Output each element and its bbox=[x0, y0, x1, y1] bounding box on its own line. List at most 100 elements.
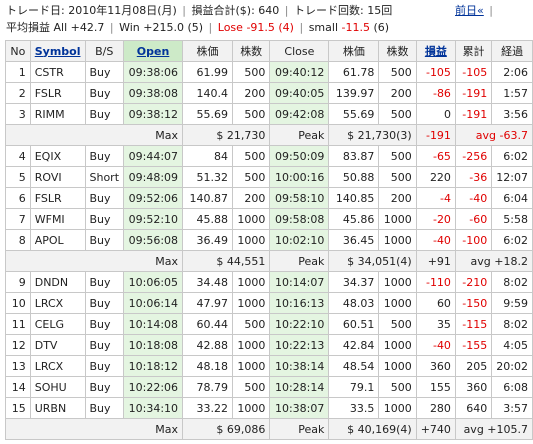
side-cell: Buy bbox=[84, 397, 125, 419]
open-shares-cell: 1000 bbox=[231, 397, 271, 419]
pl-cell: 220 bbox=[415, 166, 456, 188]
open-shares-cell: 1000 bbox=[231, 334, 271, 356]
group-summary-row: Max $ 21,730 Peak $ 21,730(3) -191 avg -63.7 bbox=[4, 124, 533, 146]
open-price-cell: 51.32 bbox=[182, 166, 233, 188]
close-shares-cell: 1000 bbox=[378, 334, 417, 356]
trade-table: No Symbol B/S Open 株価 株数 Close 株価 株数 損益 … bbox=[4, 40, 533, 440]
open-shares-cell: 500 bbox=[231, 376, 271, 398]
close-time-cell: 09:58:08 bbox=[269, 208, 330, 230]
table-row: 10 LRCX Buy 10:06:14 47.97 1000 10:16:13 48.03 1… bbox=[5, 292, 533, 314]
row-number: 11 bbox=[5, 313, 31, 335]
open-shares-cell: 500 bbox=[231, 103, 271, 125]
elapsed-cell: 3:57 bbox=[491, 397, 533, 419]
col-bs: B/S bbox=[84, 40, 125, 62]
close-shares-cell: 500 bbox=[378, 313, 417, 335]
cumulative-cell: 360 bbox=[454, 376, 493, 398]
pl-cell: 35 bbox=[415, 313, 456, 335]
col-price-close: 株価 bbox=[328, 40, 380, 62]
pl-cell: -40 bbox=[415, 229, 456, 251]
prev-day-link[interactable]: 前日« bbox=[455, 4, 484, 17]
close-time-cell: 10:16:13 bbox=[269, 292, 330, 314]
row-number: 7 bbox=[5, 208, 31, 230]
open-time-cell: 09:52:06 bbox=[123, 187, 184, 209]
elapsed-cell: 3:56 bbox=[491, 103, 533, 125]
separator: | bbox=[109, 21, 114, 34]
close-shares-cell: 500 bbox=[378, 145, 417, 167]
col-cumulative: 累計 bbox=[454, 40, 493, 62]
elapsed-cell: 12:07 bbox=[491, 166, 533, 188]
col-shares-open: 株数 bbox=[231, 40, 271, 62]
max-label: Max bbox=[4, 250, 184, 272]
max-label: Max bbox=[4, 124, 184, 146]
row-number: 2 bbox=[5, 82, 31, 104]
total-pl-value: 640 bbox=[258, 4, 280, 17]
col-pl-sort[interactable]: 損益 bbox=[415, 40, 456, 62]
pl-cell: -20 bbox=[415, 208, 456, 230]
elapsed-cell: 9:59 bbox=[491, 292, 533, 314]
cumulative-cell: -191 bbox=[454, 103, 493, 125]
pl-cell: 360 bbox=[415, 355, 456, 377]
row-number: 3 bbox=[5, 103, 31, 125]
table-row: 2 FSLR Buy 09:38:08 140.4 200 09:40:05 139.97 20… bbox=[5, 82, 533, 104]
col-no: No bbox=[5, 40, 31, 62]
cumulative-cell: -115 bbox=[454, 313, 493, 335]
cumulative-cell: 205 bbox=[454, 355, 493, 377]
side-cell: Buy bbox=[84, 271, 125, 293]
open-shares-cell: 500 bbox=[231, 145, 271, 167]
cumulative-cell: -40 bbox=[454, 187, 493, 209]
close-shares-cell: 1000 bbox=[378, 229, 417, 251]
close-price-cell: 36.45 bbox=[328, 229, 380, 251]
open-time-cell: 09:44:07 bbox=[123, 145, 184, 167]
open-price-cell: 36.49 bbox=[182, 229, 233, 251]
col-price-open: 株価 bbox=[182, 40, 233, 62]
close-price-cell: 79.1 bbox=[328, 376, 380, 398]
symbol-cell: FSLR bbox=[29, 82, 86, 104]
group-avg: avg +105.7 bbox=[454, 418, 533, 440]
elapsed-cell: 1:57 bbox=[491, 82, 533, 104]
close-price-cell: 33.5 bbox=[328, 397, 380, 419]
elapsed-cell: 8:02 bbox=[491, 271, 533, 293]
pl-cell: -40 bbox=[415, 334, 456, 356]
close-time-cell: 09:40:12 bbox=[269, 61, 330, 83]
separator: | bbox=[208, 21, 213, 34]
group-avg: avg -63.7 bbox=[454, 124, 533, 146]
group-pl: -191 bbox=[415, 124, 456, 146]
max-value: $ 21,730 bbox=[182, 124, 271, 146]
cumulative-cell: -256 bbox=[454, 145, 493, 167]
total-pl-label: 損益合計($): bbox=[191, 4, 259, 17]
col-symbol-sort[interactable]: Symbol bbox=[29, 40, 86, 62]
col-open-sort[interactable]: Open bbox=[123, 40, 184, 62]
close-price-cell: 45.86 bbox=[328, 208, 380, 230]
peak-label: Peak bbox=[269, 418, 330, 440]
close-price-cell: 50.88 bbox=[328, 166, 380, 188]
close-shares-cell: 1000 bbox=[378, 397, 417, 419]
close-time-cell: 10:14:07 bbox=[269, 271, 330, 293]
open-time-cell: 10:22:06 bbox=[123, 376, 184, 398]
col-elapsed: 経過 bbox=[491, 40, 533, 62]
trade-date-value: 2010年11月08日(月) bbox=[68, 4, 177, 17]
row-number: 4 bbox=[5, 145, 31, 167]
close-shares-cell: 1000 bbox=[378, 355, 417, 377]
lose-label: Lose bbox=[217, 21, 243, 34]
elapsed-cell: 6:02 bbox=[491, 145, 533, 167]
summary-line-2: 平均損益 All +42.7 | Win +215.0 (5) | Lose -… bbox=[6, 19, 527, 36]
open-price-cell: 140.87 bbox=[182, 187, 233, 209]
symbol-cell: DNDN bbox=[29, 271, 86, 293]
peak-value: $ 34,051(4) bbox=[328, 250, 417, 272]
open-shares-cell: 1000 bbox=[231, 229, 271, 251]
close-time-cell: 10:28:14 bbox=[269, 376, 330, 398]
trade-date-label: トレード日: bbox=[6, 4, 69, 17]
open-shares-cell: 1000 bbox=[231, 292, 271, 314]
symbol-cell: RIMM bbox=[29, 103, 86, 125]
table-row: 4 EQIX Buy 09:44:07 84 500 09:50:09 83.87 500 -65… bbox=[5, 145, 533, 167]
pl-cell: -86 bbox=[415, 82, 456, 104]
row-number: 1 bbox=[5, 61, 31, 83]
prev-day-nav: 前日« | bbox=[455, 2, 495, 19]
open-price-cell: 61.99 bbox=[182, 61, 233, 83]
close-price-cell: 83.87 bbox=[328, 145, 380, 167]
open-time-cell: 10:18:12 bbox=[123, 355, 184, 377]
close-time-cell: 09:50:09 bbox=[269, 145, 330, 167]
separator: | bbox=[284, 4, 289, 17]
open-shares-cell: 1000 bbox=[231, 208, 271, 230]
close-time-cell: 09:42:08 bbox=[269, 103, 330, 125]
